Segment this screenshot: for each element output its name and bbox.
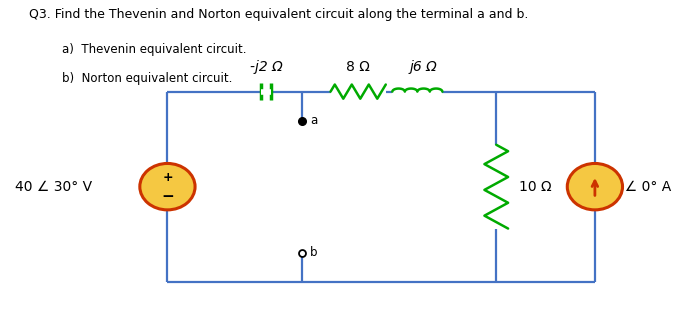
Ellipse shape [567, 163, 623, 210]
Text: a: a [310, 114, 317, 127]
Text: 10 Ω: 10 Ω [519, 180, 552, 194]
Text: 40 ∠ 30° V: 40 ∠ 30° V [14, 180, 92, 194]
Text: a)  Thevenin equivalent circuit.: a) Thevenin equivalent circuit. [62, 43, 247, 56]
Text: b: b [310, 246, 318, 259]
Text: 8 Ω: 8 Ω [346, 60, 370, 74]
Text: b)  Norton equivalent circuit.: b) Norton equivalent circuit. [62, 72, 233, 85]
Text: 5∠ 0° A: 5∠ 0° A [616, 180, 671, 194]
Text: -j2 Ω: -j2 Ω [250, 60, 282, 74]
Ellipse shape [140, 163, 195, 210]
Text: −: − [161, 189, 174, 204]
Text: Q3. Find the Thevenin and Norton equivalent circuit along the terminal a and b.: Q3. Find the Thevenin and Norton equival… [29, 8, 529, 21]
Text: j6 Ω: j6 Ω [410, 60, 438, 74]
Text: +: + [162, 171, 173, 184]
